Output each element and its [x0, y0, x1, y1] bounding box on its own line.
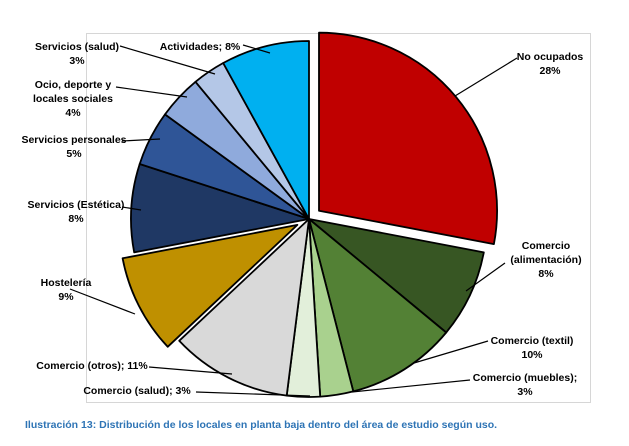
- leader-line-comercio-salud: [195, 391, 311, 397]
- leader-line-servicios-salud: [119, 45, 216, 75]
- pie-slice-no-ocupados: [318, 31, 498, 245]
- leader-line-comercio-muebles: [351, 379, 471, 393]
- leader-line-comercio-textil: [413, 340, 489, 364]
- pie-slice-hosteleria: [121, 224, 299, 348]
- leader-line-comercio-alimentacion: [465, 262, 506, 292]
- pie-slice-comercio-alimentacion: [308, 218, 485, 334]
- leader-line-ocio-deporte-y-locales-sociales: [115, 86, 188, 98]
- leader-line-servicios-personales: [121, 138, 161, 142]
- leader-line-no-ocupados: [454, 57, 518, 97]
- pie-slice-actividades: [222, 40, 310, 220]
- pie-slice-servicios-estetica: [130, 163, 310, 254]
- leader-line-actividades: [242, 44, 271, 54]
- figure-caption: Ilustración 13: Distribución de los loca…: [25, 419, 498, 431]
- leader-line-comercio-otros: [148, 366, 233, 375]
- leader-line-hosteleria: [69, 288, 136, 315]
- pie-slice-comercio-textil: [308, 218, 448, 393]
- leader-line-servicios-estetica: [121, 206, 142, 211]
